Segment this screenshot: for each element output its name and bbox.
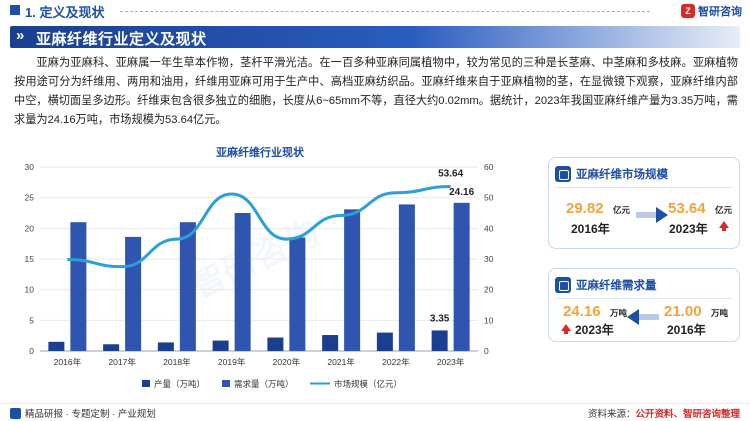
demand-bar: [234, 213, 251, 351]
market-to-year: 2023年: [669, 222, 708, 236]
y-right-tick-label: 60: [484, 162, 494, 172]
demand-bar: [70, 222, 87, 351]
footer-source: 资料来源：公开资料、智研咨询整理: [588, 406, 740, 420]
y-left-tick-label: 15: [25, 254, 35, 264]
x-tick-label: 2018年: [163, 357, 191, 367]
y-left-tick-label: 25: [25, 193, 35, 203]
legend-label: 产量（万吨）: [154, 379, 205, 389]
output-bar: [376, 332, 393, 351]
market-from-value: 29.82: [566, 200, 604, 217]
x-tick-label: 2019年: [218, 357, 246, 367]
title-bar: » 亚麻纤维行业定义及现状: [10, 26, 740, 48]
demand-right-unit: 万吨: [711, 308, 729, 318]
market-to-unit: 亿元: [715, 205, 733, 215]
market-card-header: 亚麻纤维市场规模: [555, 166, 668, 182]
market-card-title: 亚麻纤维市场规模: [576, 169, 668, 181]
chart-icon: [555, 277, 571, 293]
section-title: 1. 定义及现状: [25, 5, 105, 20]
output-bar: [267, 337, 284, 351]
x-tick-label: 2023年: [437, 357, 465, 367]
brand: Z 智研咨询: [681, 3, 742, 19]
x-tick-label: 2017年: [108, 357, 136, 367]
market-from-year: 2016年: [571, 222, 610, 236]
chevron-right-icon: »: [16, 27, 25, 44]
report-icon: [10, 407, 21, 419]
y-left-tick-label: 10: [25, 285, 35, 295]
footer-left: 精品研报 · 专题定制 · 产业规划: [10, 406, 156, 420]
up-arrow-icon: [719, 221, 729, 231]
logo-icon: Z: [681, 4, 695, 18]
y-right-tick-label: 10: [484, 315, 494, 325]
demand-bar: [453, 202, 470, 351]
y-left-tick-label: 5: [29, 315, 34, 325]
market-data-label: 53.64: [438, 169, 463, 180]
intro-paragraph: 亚麻为亚麻科、亚麻属一年生草本作物，茎杆平滑光洁。在一百多种亚麻同属植物中，较为…: [14, 57, 738, 126]
footer: 精品研报 · 专题定制 · 产业规划 资料来源：公开资料、智研咨询整理: [0, 403, 750, 421]
demand-card-title: 亚麻纤维需求量: [576, 280, 657, 292]
demand-bar: [179, 222, 196, 351]
market-size-card: 亚麻纤维市场规模 29.82 亿元 2016年 53.64 亿元 2023年: [548, 157, 740, 249]
source-text: 公开资料、智研咨询整理: [635, 409, 740, 420]
chart-title: 亚麻纤维行业现状: [216, 147, 304, 159]
y-right-tick-label: 20: [484, 285, 494, 295]
section-marker: [10, 5, 20, 15]
y-right-tick-label: 40: [484, 223, 494, 233]
footer-tagline: 精品研报 · 专题定制 · 产业规划: [25, 409, 156, 420]
y-left-tick-label: 0: [29, 346, 34, 356]
demand-bar: [398, 204, 415, 351]
output-bar: [431, 330, 448, 351]
legend-label: 市场规模（亿元）: [334, 379, 402, 389]
demand-card-header: 亚麻纤维需求量: [555, 277, 657, 293]
market-card-divider: [555, 187, 733, 188]
output-bar: [157, 342, 174, 351]
demand-bar: [344, 209, 361, 351]
demand-right-value: 21.00: [664, 303, 702, 320]
y-left-tick-label: 20: [25, 223, 35, 233]
right-arrow-icon: [636, 207, 668, 223]
demand-left-value: 24.16: [563, 303, 601, 320]
demand-card-divider: [555, 298, 733, 299]
header-divider: [120, 11, 650, 12]
demand-card: 亚麻纤维需求量 24.16 万吨 2023年 21.00 万吨 2016年: [548, 268, 740, 342]
market-to-value: 53.64: [668, 200, 706, 217]
output-bar: [322, 335, 339, 351]
left-arrow-icon: [627, 309, 659, 325]
x-tick-label: 2020年: [273, 357, 301, 367]
x-tick-label: 2016年: [54, 357, 82, 367]
demand-bar: [289, 237, 306, 351]
demand-data-label: 24.16: [449, 187, 474, 198]
demand-bar: [125, 236, 142, 351]
x-tick-label: 2021年: [327, 357, 355, 367]
y-right-tick-label: 50: [484, 193, 494, 203]
output-data-label: 3.35: [430, 313, 450, 324]
x-tick-label: 2022年: [382, 357, 410, 367]
legend-swatch: [222, 380, 230, 387]
header: 1. 定义及现状 Z 智研咨询: [0, 0, 750, 22]
legend-swatch: [142, 380, 150, 387]
demand-left-year: 2023年: [575, 323, 614, 337]
page-title: 亚麻纤维行业定义及现状: [36, 31, 207, 48]
output-bar: [103, 344, 120, 351]
source-prefix: 资料来源：: [587, 409, 636, 420]
brand-name: 智研咨询: [698, 6, 742, 18]
demand-left-unit: 万吨: [610, 308, 628, 318]
legend-label: 需求量（万吨）: [234, 379, 294, 389]
output-bar: [48, 341, 65, 351]
up-arrow-icon: [561, 324, 571, 334]
market-size-line: [67, 185, 451, 269]
chart-icon: [555, 166, 571, 182]
demand-right-year: 2016年: [667, 323, 706, 337]
y-left-tick-label: 30: [25, 162, 35, 172]
y-right-tick-label: 0: [484, 346, 489, 356]
y-right-tick-label: 30: [484, 254, 494, 264]
output-bar: [212, 340, 229, 351]
market-from-unit: 亿元: [613, 205, 631, 215]
